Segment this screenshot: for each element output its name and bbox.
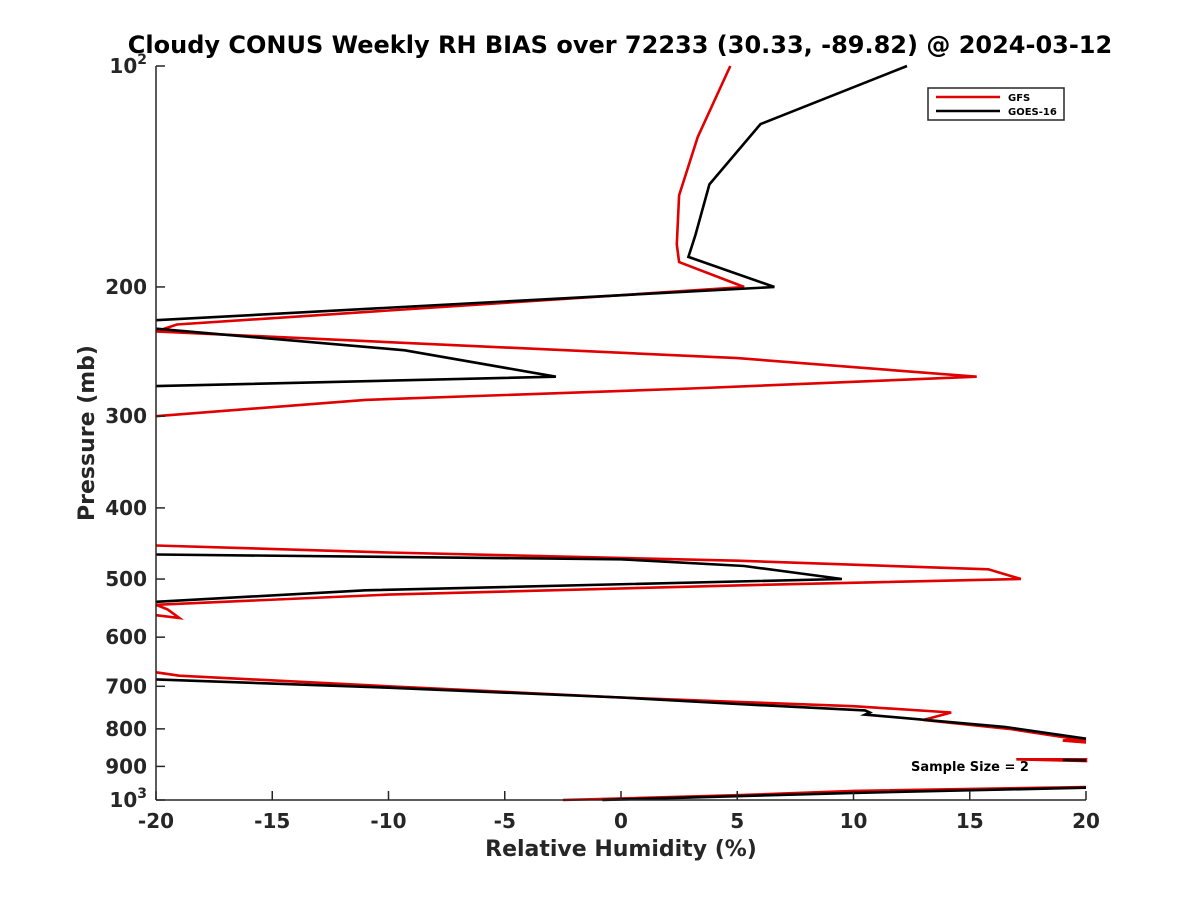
x-tick-label: -10 <box>370 809 406 833</box>
x-tick-label: -20 <box>138 809 174 833</box>
series-goes16-segment-4 <box>155 678 1087 740</box>
x-tick-label: 5 <box>730 809 744 833</box>
series-gfs-segment-4 <box>155 603 185 620</box>
series-goes16-segment-1 <box>155 285 775 322</box>
axes-background <box>156 66 1086 800</box>
x-ticks: -20 -15 -10 -5 0 5 10 15 20 <box>138 791 1100 833</box>
x-tick-label: 10 <box>840 809 868 833</box>
legend-box <box>927 87 1065 121</box>
x-axis-label: Relative Humidity (%) <box>485 837 757 862</box>
series-goes16-segment-0 <box>686 64 908 289</box>
series-gfs-segment-2 <box>155 330 977 418</box>
y-tick-label: 600 <box>105 625 147 649</box>
x-tick-label: 20 <box>1072 809 1100 833</box>
plot-area: -20 -15 -10 -5 0 5 10 15 20 10220030040050060070… <box>105 52 1100 833</box>
series-gfs-segment-3 <box>155 544 1022 607</box>
legend-label-gfs: GFS <box>1008 93 1030 104</box>
y-tick-label: 200 <box>105 275 147 299</box>
x-tick-label: -15 <box>254 809 290 833</box>
y-tick-label: 500 <box>105 567 147 591</box>
y-tick-label: 700 <box>105 674 147 698</box>
series-goes16-segment-3 <box>155 553 843 604</box>
series-layer <box>155 64 1088 802</box>
series-goes16-segment-2 <box>155 327 557 388</box>
series-gfs-segment-0 <box>675 65 745 289</box>
y-tick-label: 900 <box>105 754 147 778</box>
series-gfs-segment-6 <box>1062 737 1087 744</box>
y-tick-label: 300 <box>105 404 147 428</box>
y-tick-label: 400 <box>105 496 147 520</box>
sample-size-note: Sample Size = 2 <box>911 760 1029 775</box>
y-axis-label: Pressure (mb) <box>75 345 100 521</box>
x-tick-label: 0 <box>614 809 628 833</box>
y-tick-label: 800 <box>105 717 147 741</box>
chart-title: Cloudy CONUS Weekly RH BIAS over 72233 (… <box>128 31 1112 59</box>
x-tick-label: -5 <box>494 809 516 833</box>
legend: GFS GOES-16 <box>927 87 1065 121</box>
x-tick-label: 15 <box>956 809 984 833</box>
legend-label-goes16: GOES-16 <box>1008 107 1057 118</box>
